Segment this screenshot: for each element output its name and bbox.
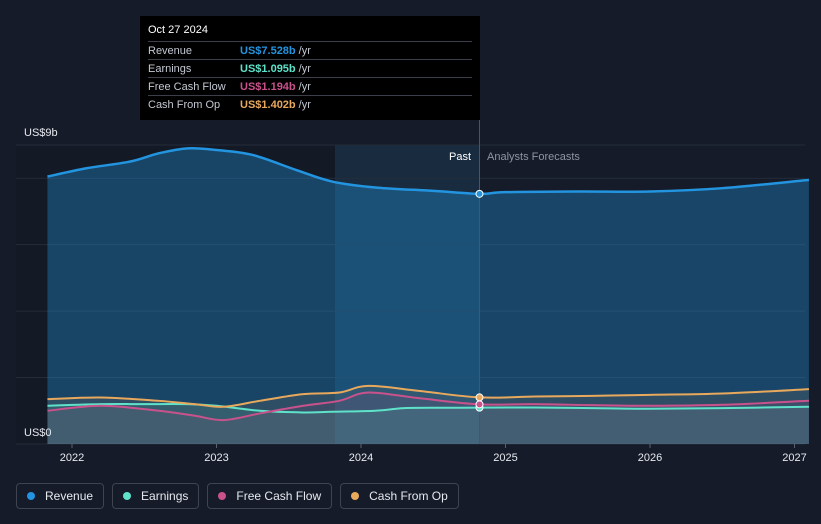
series-line-revenue bbox=[47, 146, 810, 196]
legend-item-cash-from-op[interactable]: Cash From Op bbox=[340, 483, 459, 509]
tooltip-row-cash-from-op: Cash From Op US$1.402b /yr bbox=[148, 95, 472, 113]
tooltip-unit: /yr bbox=[298, 98, 311, 111]
hover-marker-free-cash-flow bbox=[475, 400, 484, 409]
tooltip-value: US$1.194b bbox=[240, 80, 296, 93]
x-tick-label: 2027 bbox=[782, 452, 806, 464]
legend: Revenue Earnings Free Cash Flow Cash Fro… bbox=[16, 483, 459, 509]
chart: US$9b US$0 Past Analysts Forecasts 2022 2… bbox=[16, 118, 810, 464]
tooltip-row-earnings: Earnings US$1.095b /yr bbox=[148, 59, 472, 77]
revenue-dot-icon bbox=[27, 492, 35, 500]
tooltip-value: US$1.095b bbox=[240, 62, 296, 75]
legend-item-earnings[interactable]: Earnings bbox=[112, 483, 200, 509]
tooltip-value: US$1.402b bbox=[240, 98, 296, 111]
x-axis-ticks: 2022 2023 2024 2025 2026 2027 bbox=[60, 444, 807, 464]
legend-label: Free Cash Flow bbox=[236, 489, 322, 503]
x-tick-label: 2023 bbox=[204, 452, 228, 464]
x-tick-label: 2024 bbox=[349, 452, 373, 464]
x-tick-label: 2026 bbox=[638, 452, 662, 464]
tooltip-row-free-cash-flow: Free Cash Flow US$1.194b /yr bbox=[148, 77, 472, 95]
free-cash-flow-dot-icon bbox=[218, 492, 227, 500]
tooltip-label: Earnings bbox=[148, 62, 192, 75]
series-area-cash-from-op bbox=[47, 385, 809, 444]
series-line-free-cash-flow bbox=[47, 391, 809, 422]
series-area-free-cash-flow bbox=[47, 392, 809, 444]
legend-label: Revenue bbox=[45, 489, 94, 503]
series-area-revenue bbox=[47, 148, 809, 445]
x-tick-label: 2022 bbox=[60, 452, 84, 464]
hover-marker-revenue bbox=[475, 189, 484, 198]
legend-label: Cash From Op bbox=[369, 489, 448, 503]
series-line-earnings bbox=[47, 403, 809, 414]
legend-item-free-cash-flow[interactable]: Free Cash Flow bbox=[207, 483, 333, 509]
series-area-earnings bbox=[47, 404, 809, 444]
legend-item-revenue[interactable]: Revenue bbox=[16, 483, 105, 509]
series-lines bbox=[47, 146, 810, 422]
earnings-dot-icon bbox=[123, 492, 132, 500]
gridlines bbox=[16, 144, 805, 445]
cash-from-op-dot-icon bbox=[351, 492, 360, 500]
hover-markers bbox=[475, 189, 484, 412]
forecast-label: Analysts Forecasts bbox=[487, 151, 580, 163]
x-tick-label: 2025 bbox=[493, 452, 517, 464]
tooltip-label: Revenue bbox=[148, 44, 193, 57]
tooltip-label: Cash From Op bbox=[148, 98, 221, 111]
y-axis-top-label: US$9b bbox=[24, 127, 58, 139]
y-axis-bottom-label: US$0 bbox=[24, 427, 52, 439]
tooltip-unit: /yr bbox=[298, 80, 311, 93]
tooltip-row-revenue: Revenue US$7.528b /yr bbox=[148, 41, 472, 59]
tooltip: Oct 27 2024 Revenue US$7.528b /yr Earnin… bbox=[140, 16, 480, 120]
tooltip-label: Free Cash Flow bbox=[148, 80, 226, 93]
hover-marker-cash-from-op bbox=[475, 393, 484, 402]
tooltip-unit: /yr bbox=[298, 44, 311, 57]
tooltip-date: Oct 27 2024 bbox=[148, 24, 208, 36]
series-areas bbox=[47, 148, 809, 445]
series-line-cash-from-op bbox=[47, 384, 809, 408]
tooltip-unit: /yr bbox=[298, 62, 311, 75]
past-label: Past bbox=[449, 151, 471, 163]
legend-label: Earnings bbox=[141, 489, 189, 503]
tooltip-value: US$7.528b bbox=[240, 44, 296, 57]
